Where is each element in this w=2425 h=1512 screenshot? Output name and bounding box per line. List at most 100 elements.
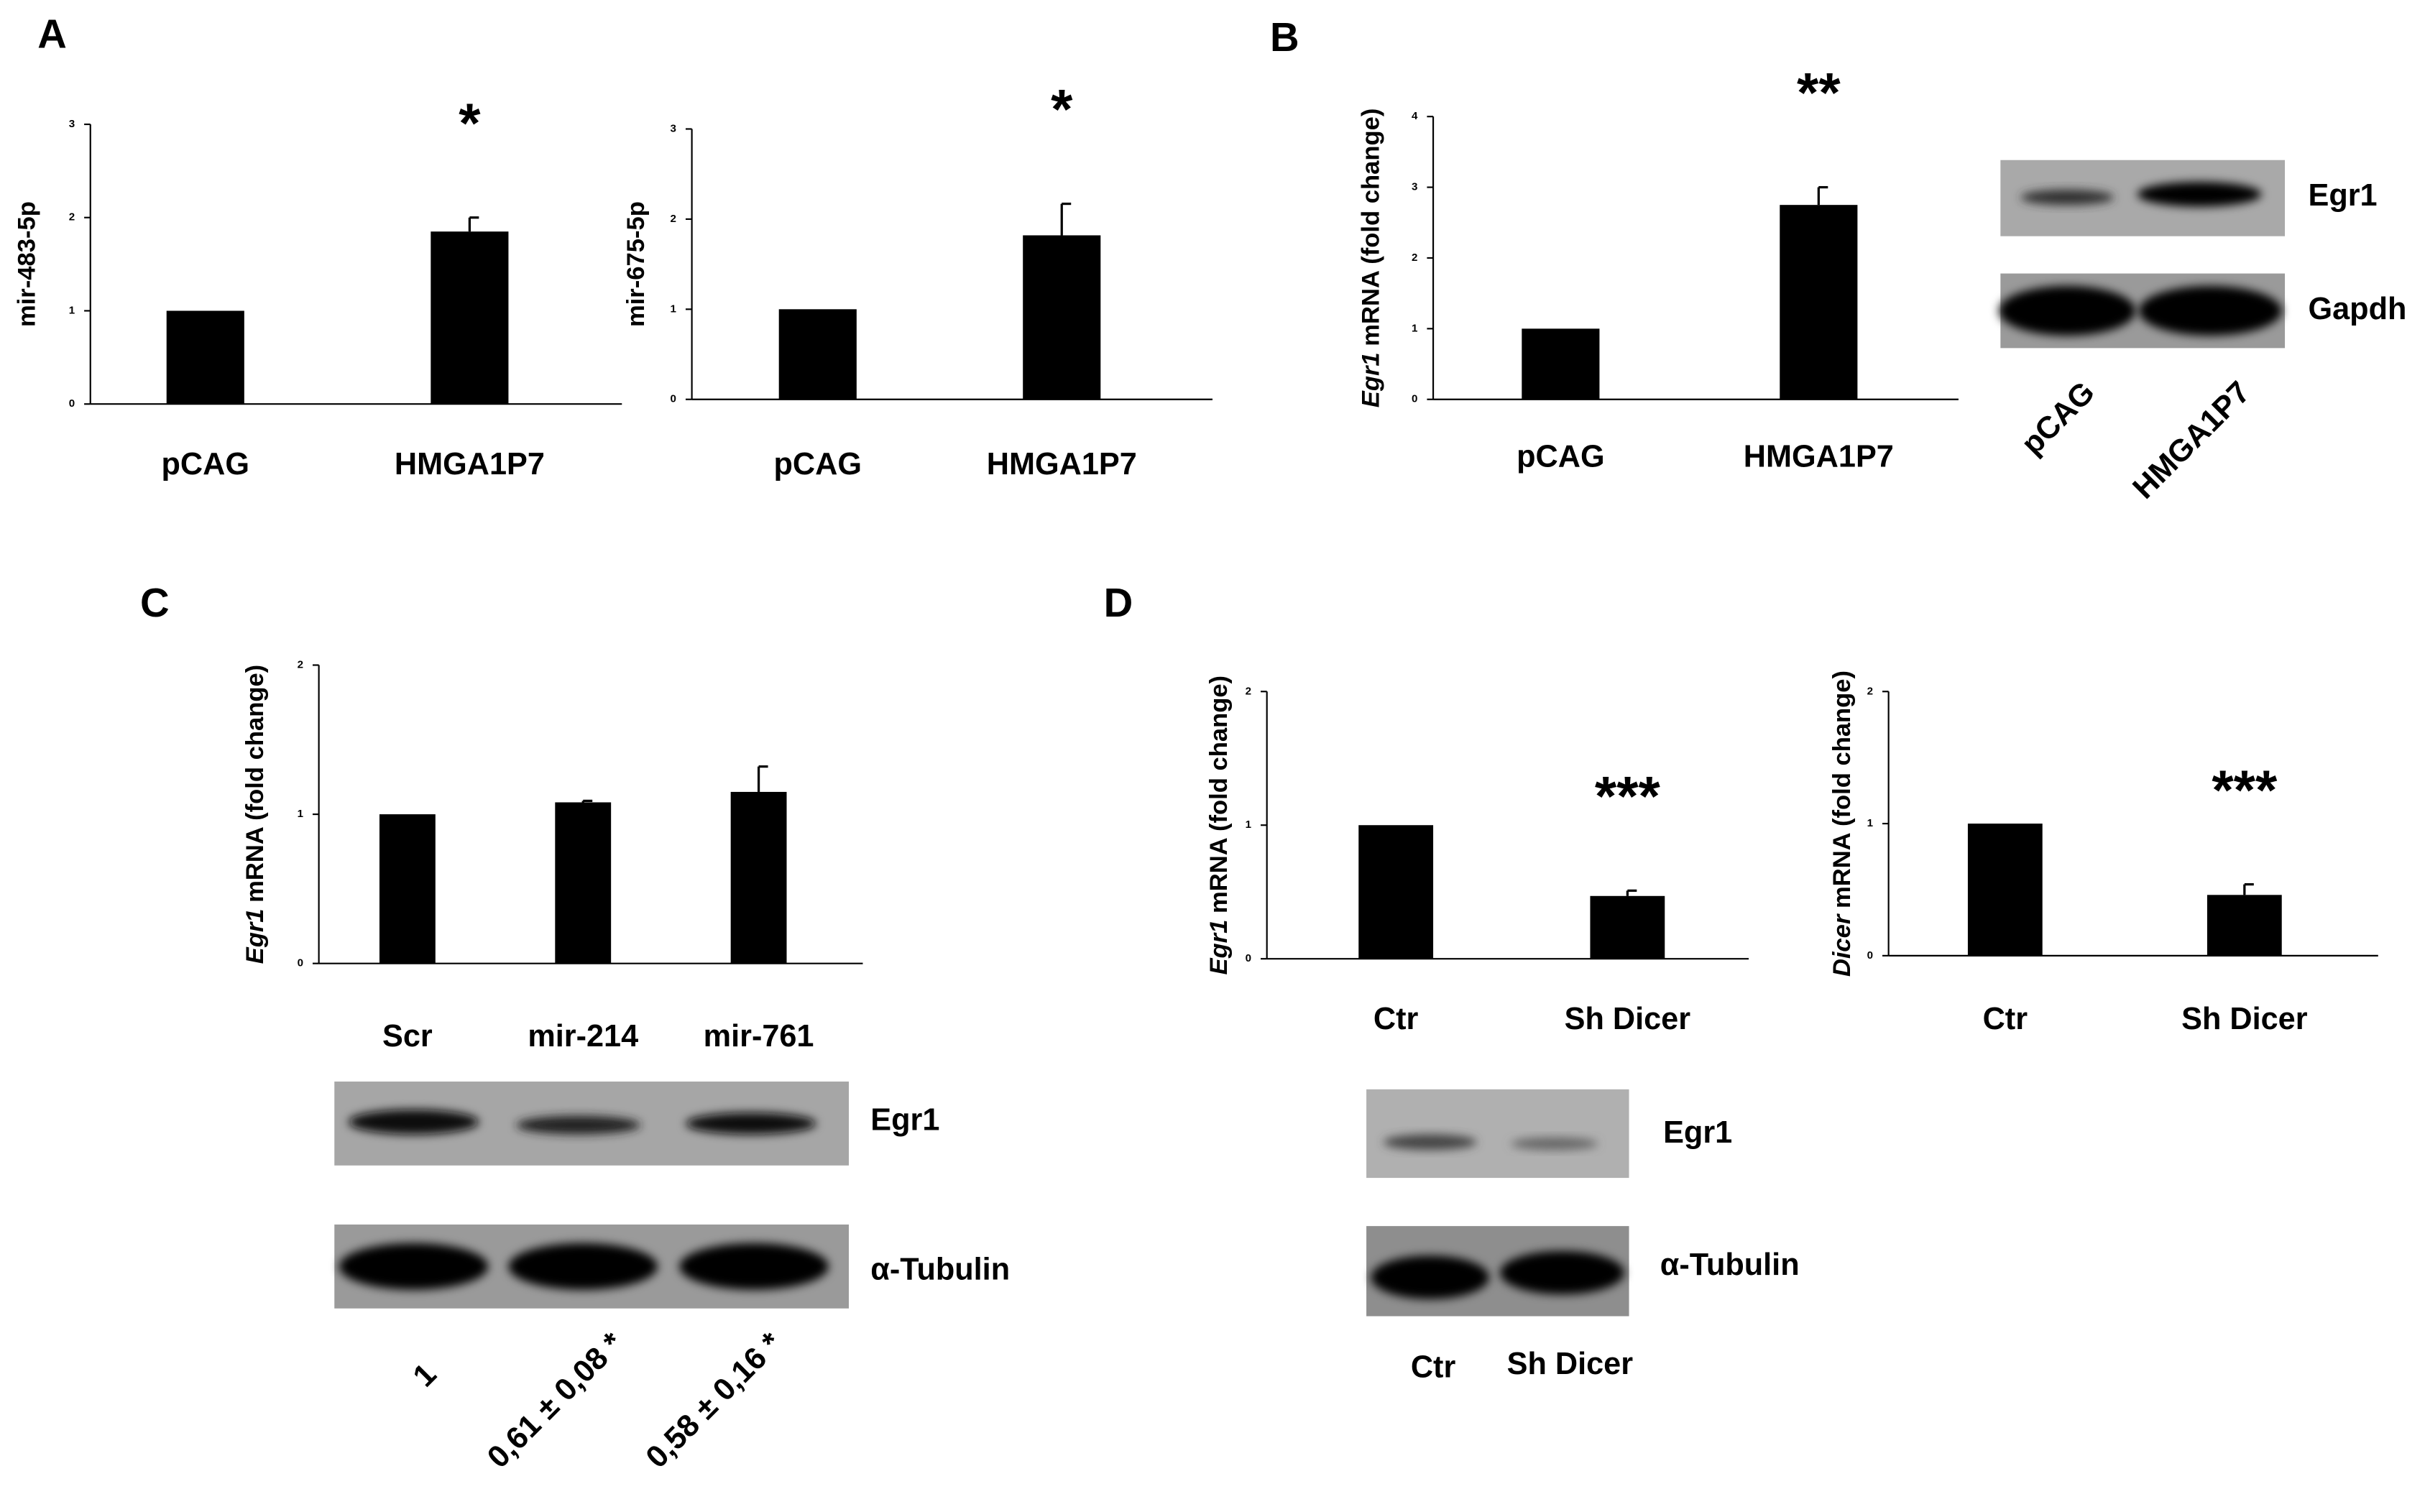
bar	[379, 814, 436, 964]
y-tick-label: 3	[69, 118, 75, 130]
bar	[1358, 825, 1434, 959]
y-tick-label: 1	[69, 304, 75, 316]
y-tick-label: 0	[298, 957, 303, 969]
chart: 0 1 2 3 mir-483-5p pCAG HMGA1P7 *	[13, 93, 622, 481]
panel-label: B	[1270, 14, 1299, 60]
y-tick-label: 0	[69, 397, 75, 410]
chart: 0 1 2 3 mir-675-5p pCAG HMGA1P7 *	[622, 79, 1212, 481]
bar	[555, 802, 612, 964]
blot-band	[516, 1115, 641, 1135]
blot-band	[1500, 1250, 1625, 1295]
y-tick-label: 2	[1412, 252, 1417, 264]
bar	[1023, 235, 1101, 400]
blot-band	[685, 1112, 816, 1135]
y-axis-label: mir-483-5p	[13, 201, 40, 327]
y-axis-label-text: mir-483-5p	[13, 201, 40, 327]
y-axis-label-text: mRNA (fold change)	[1205, 676, 1233, 913]
y-tick-label: 1	[1246, 819, 1251, 831]
y-tick-label: 1	[1412, 322, 1417, 334]
y-tick-label: 0	[1246, 952, 1251, 964]
x-tick-label: Sh Dicer	[1565, 1002, 1691, 1036]
blot-lane-label: Ctr	[1411, 1350, 1456, 1384]
x-tick-label: pCAG	[162, 447, 249, 481]
blot-membrane	[1366, 1089, 1629, 1179]
y-axis-label: Dicer mRNA (fold change)	[1828, 670, 1856, 977]
x-tick-label: pCAG	[774, 447, 862, 481]
y-axis-label-gene: Dicer	[1828, 913, 1856, 977]
bar	[1522, 328, 1600, 400]
blot-row-label: Egr1	[1663, 1115, 1732, 1150]
bar	[1590, 895, 1665, 959]
blot-band	[1999, 285, 2136, 336]
blot-row-label: α-Tubulin	[1660, 1248, 1800, 1282]
bar	[778, 309, 857, 400]
bar	[1967, 824, 2043, 956]
chart: 0 1 2 Dicer mRNA (fold change) Ctr Sh Dicer ***	[1828, 670, 2378, 1036]
chart: 0 1 2 Egr1 mRNA (fold change) Ctr Sh Dicer ***	[1205, 676, 1749, 1036]
chart: 0 1 2 Egr1 mRNA (fold change) Scr mir-214 mir-7…	[241, 659, 863, 1054]
x-tick-label: pCAG	[1517, 439, 1604, 474]
blot-band	[1371, 1255, 1489, 1299]
x-tick-label: HMGA1P7	[1744, 439, 1894, 474]
y-tick-label: 2	[69, 211, 75, 223]
blot-band	[679, 1243, 829, 1290]
x-tick-label: Ctr	[1983, 1002, 2028, 1036]
significance-marker: **	[1797, 63, 1841, 124]
blot-band	[1383, 1134, 1477, 1151]
y-axis-label-text: mRNA (fold change)	[241, 665, 269, 903]
bar	[1780, 205, 1858, 400]
y-tick-label: 2	[1246, 685, 1251, 697]
y-tick-label: 3	[1412, 181, 1417, 193]
y-axis-label-text: mir-675-5p	[622, 201, 650, 327]
blot-row-label: α-Tubulin	[870, 1252, 1010, 1286]
significance-marker: ***	[1595, 765, 1661, 827]
blot-band	[1511, 1137, 1598, 1151]
y-axis-label-text: mRNA (fold change)	[1828, 670, 1856, 908]
y-axis-label-gene: Egr1	[1358, 352, 1385, 407]
y-tick-label: 1	[298, 808, 303, 820]
y-tick-label: 4	[1412, 110, 1418, 122]
bar	[166, 310, 244, 405]
bar	[2207, 895, 2282, 956]
blot-band	[2020, 189, 2115, 206]
x-tick-label: mir-214	[528, 1019, 638, 1054]
bar	[730, 791, 787, 964]
y-tick-label: 0	[1867, 949, 1873, 962]
blot-band	[339, 1243, 489, 1290]
x-tick-label: Scr	[382, 1019, 433, 1054]
blot-lane-label: Sh Dicer	[1507, 1347, 1634, 1381]
x-tick-label: Ctr	[1373, 1002, 1419, 1036]
x-tick-label: Sh Dicer	[2181, 1002, 2308, 1036]
y-axis-label-text: mRNA (fold change)	[1358, 109, 1385, 346]
panel-label: A	[37, 11, 67, 57]
y-tick-label: 2	[1867, 685, 1873, 697]
blot-band	[348, 1109, 479, 1135]
y-tick-label: 1	[671, 303, 676, 315]
x-tick-label: HMGA1P7	[987, 447, 1137, 481]
blot-band	[2137, 181, 2262, 207]
y-axis-label: Egr1 mRNA (fold change)	[241, 665, 269, 964]
x-tick-label: HMGA1P7	[395, 447, 545, 481]
panel-label: C	[140, 580, 170, 625]
western-blot: Egr1 α-Tubulin Ctr Sh Dicer	[1366, 1089, 1800, 1384]
blot-band	[508, 1243, 658, 1290]
y-tick-label: 2	[298, 659, 303, 671]
y-tick-label: 1	[1867, 817, 1873, 829]
y-axis-label-gene: Egr1	[241, 909, 269, 964]
y-tick-label: 3	[671, 122, 676, 134]
y-axis-label: mir-675-5p	[622, 201, 650, 327]
y-tick-label: 0	[671, 393, 676, 405]
y-tick-label: 0	[1412, 393, 1417, 405]
blot-band	[2138, 285, 2282, 336]
y-axis-label-gene: Egr1	[1205, 920, 1233, 975]
y-axis-label: Egr1 mRNA (fold change)	[1358, 109, 1385, 408]
x-tick-label: mir-761	[704, 1019, 814, 1054]
blot-row-label: Gapdh	[2308, 292, 2406, 326]
y-tick-label: 2	[671, 213, 676, 225]
chart: 0 1 2 3 4 Egr1 mRNA (fold change) pCAG HMGA1P7 **	[1358, 63, 1959, 474]
blot-row-label: Egr1	[2308, 178, 2377, 213]
significance-marker: *	[459, 93, 481, 155]
bar	[431, 231, 509, 405]
blot-row-label: Egr1	[870, 1103, 939, 1138]
